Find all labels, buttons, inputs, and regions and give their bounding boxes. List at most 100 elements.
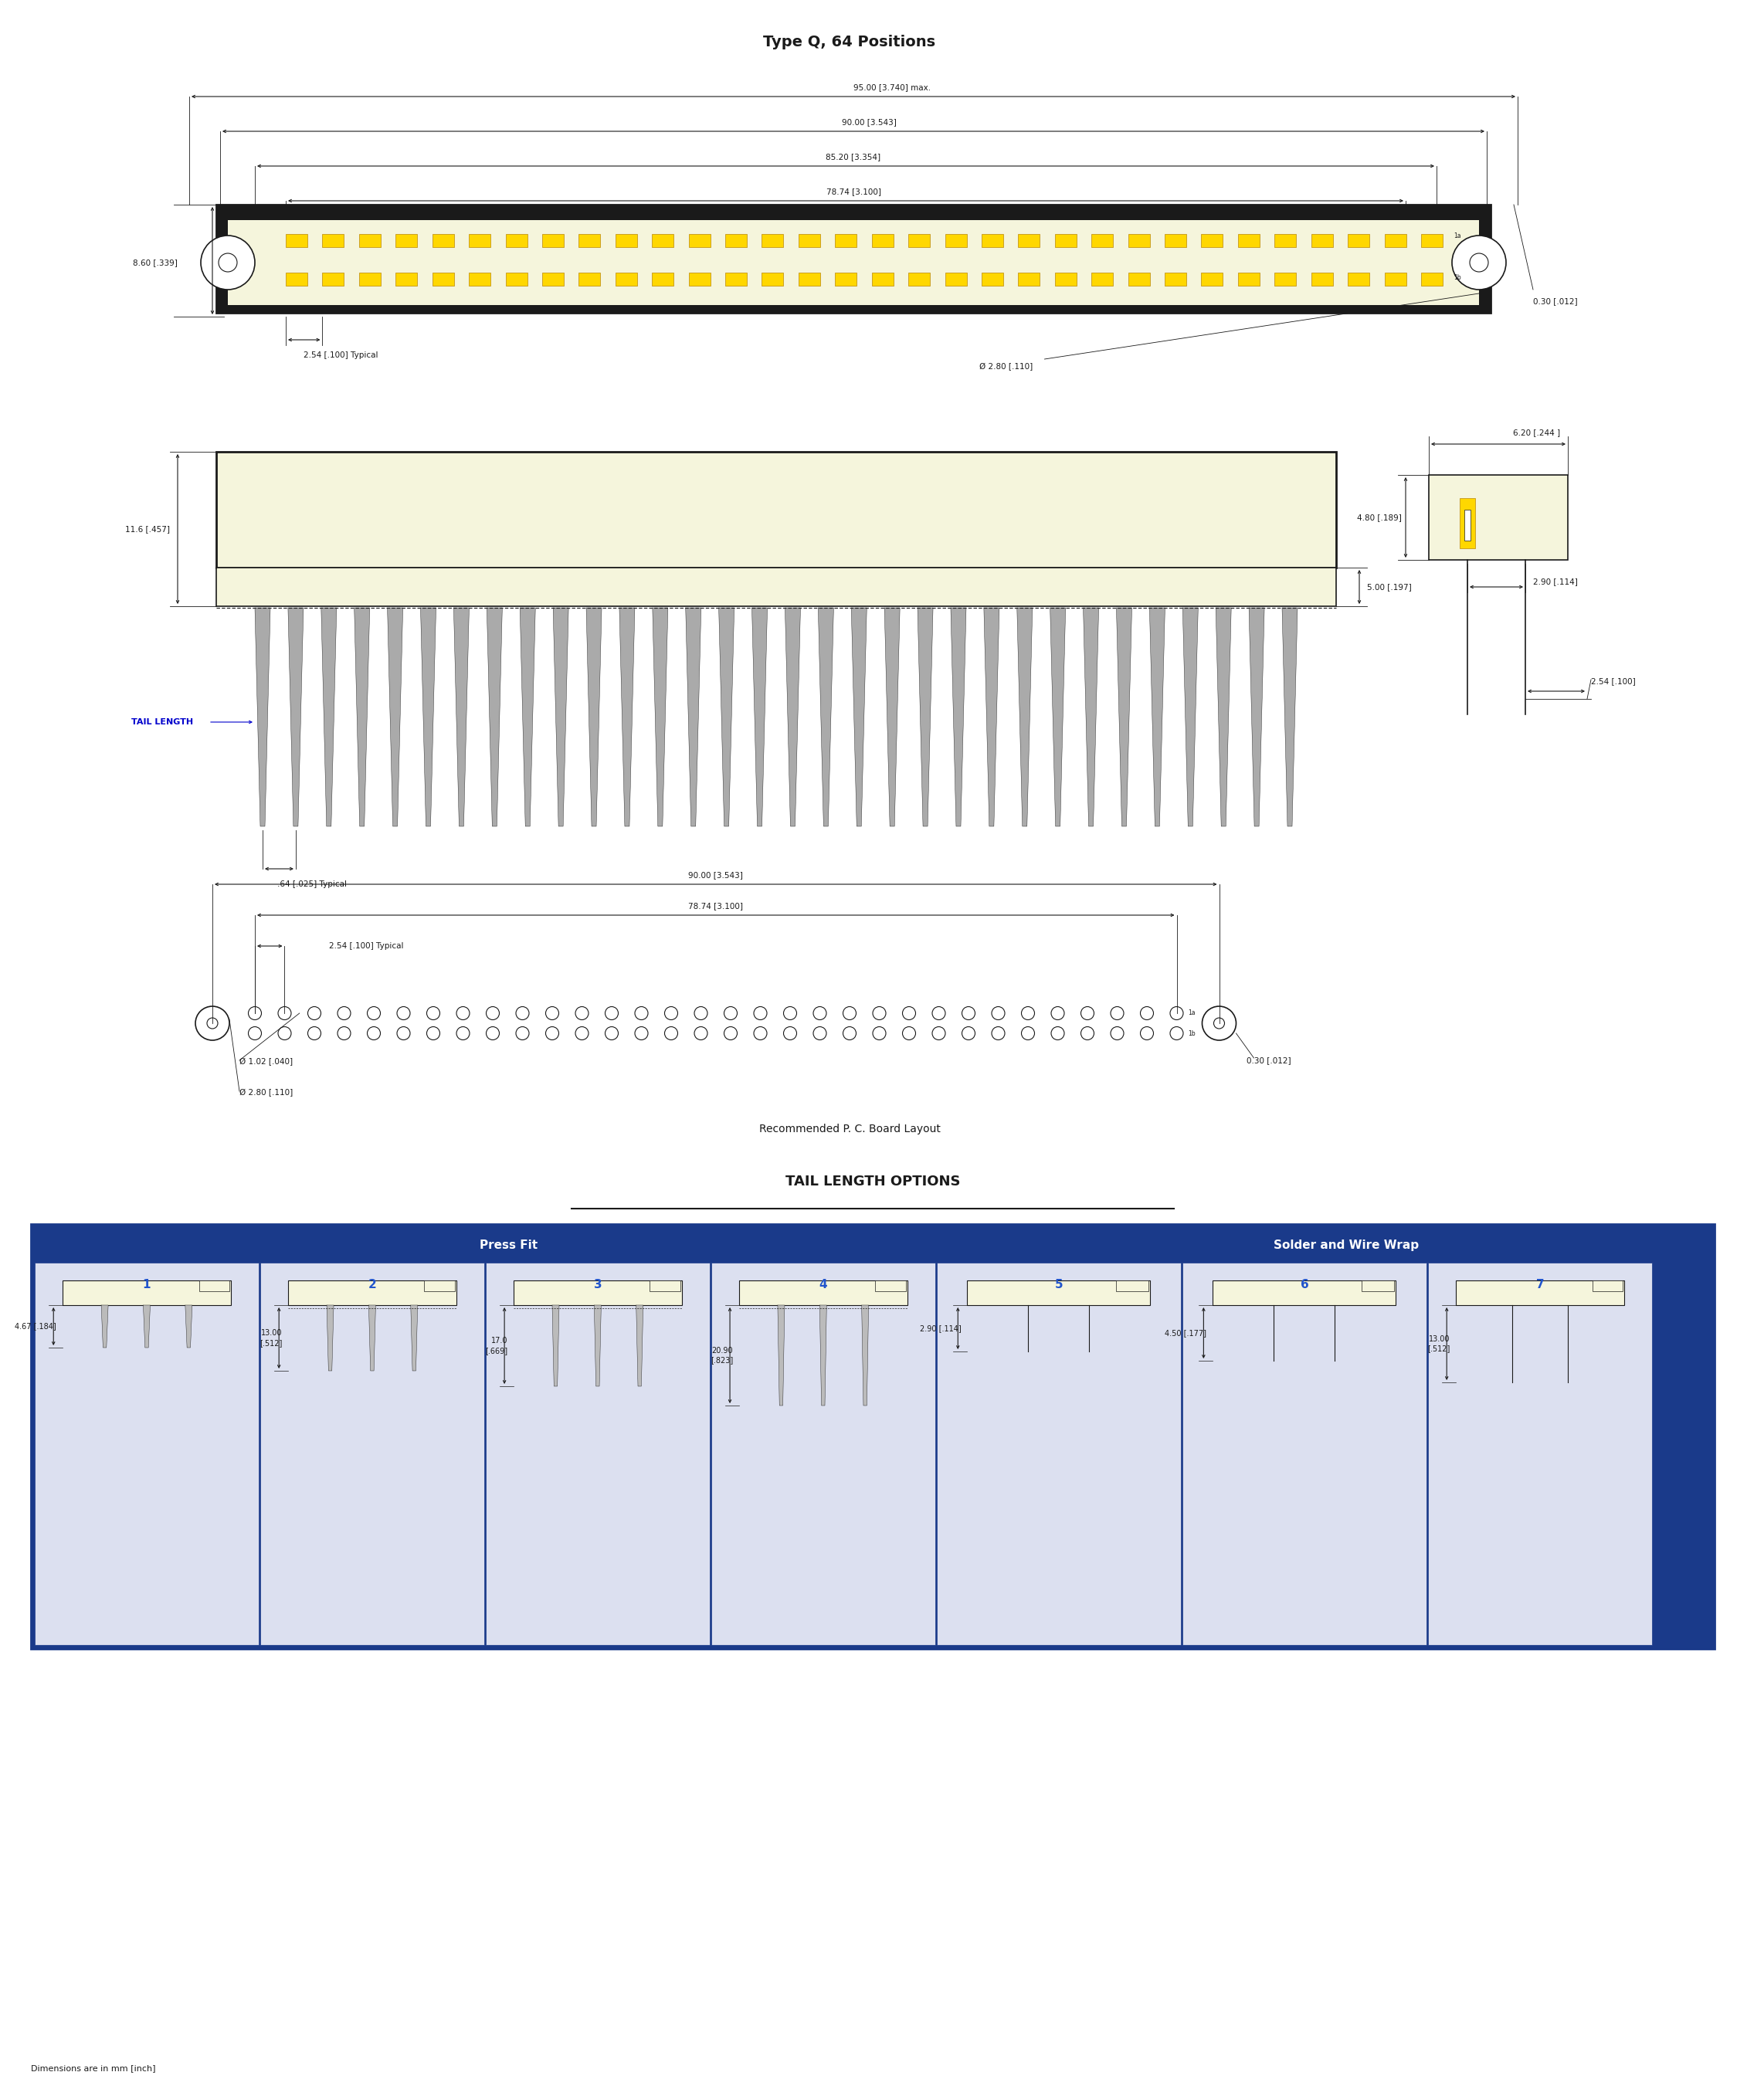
Bar	[288, 1281, 457, 1306]
Bar	[1117, 1281, 1148, 1291]
Bar	[711, 1262, 935, 1644]
Bar	[946, 234, 967, 247]
Circle shape	[397, 1026, 409, 1040]
Text: 8.60 [.339]: 8.60 [.339]	[132, 259, 178, 267]
Bar	[725, 234, 746, 247]
Bar	[469, 234, 490, 247]
Circle shape	[249, 1026, 261, 1040]
Circle shape	[196, 1007, 229, 1040]
Bar	[395, 234, 418, 247]
Bar	[1362, 1281, 1394, 1291]
Circle shape	[665, 1026, 677, 1040]
Circle shape	[1051, 1007, 1064, 1019]
Bar	[1459, 497, 1475, 547]
Circle shape	[723, 1026, 737, 1040]
Circle shape	[1021, 1026, 1034, 1040]
Bar	[286, 234, 307, 247]
Bar	[688, 234, 711, 247]
Circle shape	[1111, 1026, 1124, 1040]
Bar	[1593, 1281, 1623, 1291]
Bar	[875, 1281, 905, 1291]
Bar	[1129, 234, 1150, 247]
Polygon shape	[1083, 608, 1099, 827]
Bar	[513, 1281, 681, 1306]
Circle shape	[515, 1026, 529, 1040]
Bar	[946, 272, 967, 286]
Polygon shape	[653, 608, 669, 827]
Text: 1b: 1b	[1189, 1030, 1196, 1036]
Circle shape	[219, 253, 236, 272]
Polygon shape	[861, 1306, 868, 1406]
Bar	[32, 1224, 1715, 1648]
Text: Recommended P. C. Board Layout: Recommended P. C. Board Layout	[759, 1124, 940, 1134]
Text: 0.30 [.012]: 0.30 [.012]	[1533, 297, 1577, 305]
Polygon shape	[619, 608, 635, 827]
Circle shape	[903, 1007, 916, 1019]
Circle shape	[427, 1007, 439, 1019]
Circle shape	[961, 1026, 975, 1040]
Circle shape	[337, 1026, 351, 1040]
Text: 2.54 [.100]: 2.54 [.100]	[1591, 677, 1635, 685]
Circle shape	[545, 1007, 559, 1019]
Bar	[1092, 272, 1113, 286]
Bar	[871, 272, 893, 286]
Bar	[323, 234, 344, 247]
Circle shape	[575, 1007, 589, 1019]
Circle shape	[665, 1007, 677, 1019]
Circle shape	[635, 1026, 647, 1040]
Text: 6: 6	[1300, 1278, 1309, 1291]
Circle shape	[991, 1026, 1005, 1040]
Polygon shape	[355, 608, 370, 827]
Circle shape	[1201, 1007, 1237, 1040]
Bar	[1018, 234, 1039, 247]
Bar	[1018, 272, 1039, 286]
Text: 0.30 [.012]: 0.30 [.012]	[1245, 1057, 1291, 1063]
Circle shape	[1081, 1007, 1094, 1019]
Circle shape	[873, 1026, 886, 1040]
Text: 4: 4	[818, 1278, 827, 1291]
Text: 90.00 [3.543]: 90.00 [3.543]	[688, 871, 743, 879]
Polygon shape	[951, 608, 967, 827]
Polygon shape	[1150, 608, 1164, 827]
Text: 5: 5	[1055, 1278, 1064, 1291]
Circle shape	[695, 1007, 707, 1019]
Bar	[1182, 1262, 1427, 1644]
Bar	[199, 1281, 229, 1291]
Bar	[1201, 272, 1222, 286]
Polygon shape	[369, 1306, 376, 1370]
Text: 2.90 [.114]: 2.90 [.114]	[1533, 579, 1577, 585]
Bar	[579, 272, 600, 286]
Polygon shape	[453, 608, 469, 827]
Polygon shape	[554, 608, 568, 827]
Bar	[485, 1262, 709, 1644]
Bar	[1164, 234, 1187, 247]
Circle shape	[903, 1026, 916, 1040]
Bar	[762, 234, 783, 247]
Bar	[542, 272, 564, 286]
Bar	[1092, 234, 1113, 247]
Circle shape	[1051, 1026, 1064, 1040]
Bar	[1238, 272, 1259, 286]
Text: 7: 7	[1536, 1278, 1544, 1291]
Bar	[1129, 272, 1150, 286]
Bar	[616, 272, 637, 286]
Circle shape	[635, 1007, 647, 1019]
Bar	[653, 234, 674, 247]
Circle shape	[457, 1007, 469, 1019]
Text: 4.50 [.177]: 4.50 [.177]	[1164, 1329, 1207, 1337]
Circle shape	[1214, 1017, 1224, 1028]
Polygon shape	[1018, 608, 1032, 827]
Polygon shape	[1182, 608, 1198, 827]
Text: 6.20 [.244 ]: 6.20 [.244 ]	[1514, 428, 1561, 437]
Polygon shape	[552, 1306, 559, 1387]
Circle shape	[605, 1026, 617, 1040]
Circle shape	[206, 1017, 217, 1028]
Polygon shape	[288, 608, 303, 827]
Circle shape	[1140, 1007, 1154, 1019]
Polygon shape	[1117, 608, 1132, 827]
Bar	[688, 272, 711, 286]
Bar	[1429, 474, 1568, 560]
Circle shape	[991, 1007, 1005, 1019]
Bar	[1422, 234, 1443, 247]
Circle shape	[367, 1026, 381, 1040]
